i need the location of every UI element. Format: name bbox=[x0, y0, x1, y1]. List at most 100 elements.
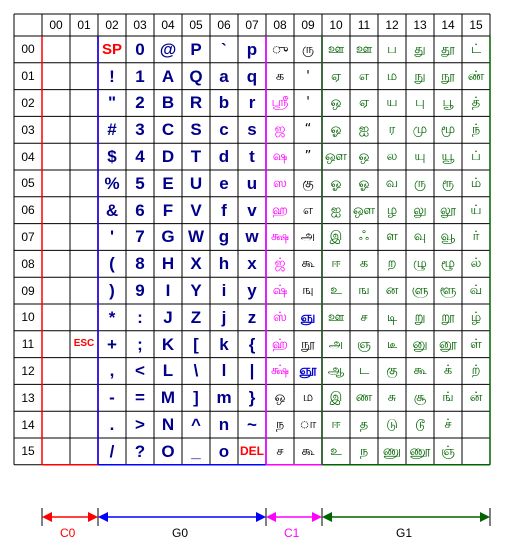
char-cell: A bbox=[161, 66, 175, 86]
column-header: 03 bbox=[133, 18, 147, 32]
char-cell: m bbox=[216, 388, 232, 408]
char-cell: ஊ bbox=[355, 41, 373, 57]
char-cell: U bbox=[189, 173, 203, 193]
char-cell: y bbox=[247, 281, 257, 301]
row-header: 07 bbox=[21, 229, 35, 244]
char-cell: 9 bbox=[135, 281, 145, 301]
char-cell: | bbox=[249, 361, 255, 381]
char-cell: ஞ bbox=[357, 336, 371, 352]
char-cell: - bbox=[109, 388, 115, 408]
c0-range-label: C0 bbox=[60, 526, 76, 540]
char-cell: j bbox=[221, 307, 227, 327]
char-cell: l bbox=[221, 361, 227, 381]
char-cell: T bbox=[190, 147, 202, 167]
char-cell: = bbox=[135, 388, 145, 408]
char-cell: 4 bbox=[135, 147, 145, 167]
char-cell: று bbox=[414, 309, 426, 325]
char-cell: ? bbox=[134, 441, 146, 461]
char-cell: k bbox=[219, 334, 229, 354]
char-cell: கூ bbox=[301, 256, 315, 272]
char-cell: ய bbox=[386, 95, 398, 111]
char-cell: ஔ bbox=[324, 149, 348, 165]
row-header: 02 bbox=[21, 95, 35, 110]
char-cell: தூ bbox=[441, 41, 455, 57]
char-cell: ^ bbox=[191, 415, 201, 435]
char-cell: மு bbox=[412, 122, 428, 138]
char-cell: E bbox=[162, 173, 174, 193]
char-cell: எ bbox=[302, 202, 314, 218]
char-cell: ' bbox=[306, 95, 310, 111]
char-cell: < bbox=[135, 361, 145, 381]
char-cell: ஓ bbox=[358, 175, 370, 191]
char-cell: ஈ bbox=[331, 256, 341, 272]
char-cell: / bbox=[109, 441, 115, 461]
char-cell: க bbox=[275, 68, 285, 84]
char-cell: ஊ bbox=[327, 309, 345, 325]
char-cell: ஃ bbox=[358, 229, 370, 245]
char-cell: { bbox=[248, 334, 256, 354]
char-cell: ஊ bbox=[327, 41, 345, 57]
char-cell: கு bbox=[302, 175, 314, 191]
char-cell: னூ bbox=[439, 336, 457, 352]
char-cell: & bbox=[105, 200, 119, 220]
char-cell: } bbox=[248, 388, 256, 408]
char-cell: சு bbox=[387, 390, 397, 406]
char-cell: ஹ bbox=[272, 202, 288, 218]
char-cell: ழ் bbox=[470, 309, 482, 325]
char-cell: ஏ bbox=[330, 68, 342, 84]
char-cell: ல bbox=[386, 149, 398, 165]
char-cell: “ bbox=[304, 122, 312, 138]
char-cell: சூ bbox=[413, 390, 427, 406]
char-cell: யு bbox=[414, 149, 426, 165]
char-cell: W bbox=[187, 227, 205, 247]
char-cell: ரூ bbox=[441, 175, 455, 191]
char-cell: ா bbox=[299, 417, 317, 433]
char-cell: H bbox=[161, 254, 175, 274]
char-cell: ச் bbox=[444, 417, 452, 433]
char-cell: ற bbox=[387, 256, 397, 272]
row-header: 08 bbox=[21, 256, 35, 271]
char-cell: 6 bbox=[135, 200, 145, 220]
char-cell: க்ஷ bbox=[270, 229, 290, 245]
C0-range-arrowhead bbox=[88, 512, 98, 522]
char-cell: ; bbox=[137, 334, 143, 354]
char-cell: அ bbox=[300, 229, 316, 245]
char-cell: வூ bbox=[440, 229, 456, 245]
column-header: 12 bbox=[385, 18, 399, 32]
char-cell: ( bbox=[109, 254, 115, 274]
char-cell: 2 bbox=[135, 93, 145, 113]
del-cell: DEL bbox=[240, 444, 264, 459]
char-cell: ” bbox=[304, 149, 312, 165]
char-cell: ஞு bbox=[300, 309, 316, 325]
row-header: 05 bbox=[21, 176, 35, 191]
char-cell: ண் bbox=[467, 68, 485, 84]
char-cell: கூ bbox=[413, 363, 427, 379]
char-cell: ளு bbox=[411, 283, 429, 299]
char-cell: R bbox=[189, 93, 203, 113]
char-cell: உ bbox=[330, 283, 342, 299]
char-cell: 3 bbox=[135, 120, 145, 140]
char-cell: V bbox=[190, 200, 202, 220]
char-cell: ஓ bbox=[330, 175, 342, 191]
column-header: 07 bbox=[245, 18, 259, 32]
char-cell: i bbox=[221, 281, 227, 301]
char-cell: லு bbox=[413, 202, 427, 218]
char-cell: ஞ் bbox=[441, 443, 455, 459]
char-cell: க் bbox=[443, 363, 453, 379]
row-header: 04 bbox=[21, 149, 35, 164]
char-cell: ஸ bbox=[273, 175, 287, 191]
char-cell: K bbox=[161, 334, 175, 354]
char-cell: w bbox=[245, 227, 259, 247]
char-cell: a bbox=[219, 66, 229, 86]
char-cell: ழ bbox=[386, 202, 398, 218]
g0-range-label: G0 bbox=[172, 526, 189, 540]
column-header: 05 bbox=[189, 18, 203, 32]
char-cell: நூ bbox=[441, 68, 455, 84]
row-header: 10 bbox=[21, 310, 35, 325]
char-cell: G bbox=[161, 227, 175, 247]
sp-cell: SP bbox=[101, 40, 122, 58]
char-cell: ஓ bbox=[330, 122, 342, 138]
char-cell: ஞூ bbox=[299, 363, 317, 379]
row-header: 03 bbox=[21, 122, 35, 137]
